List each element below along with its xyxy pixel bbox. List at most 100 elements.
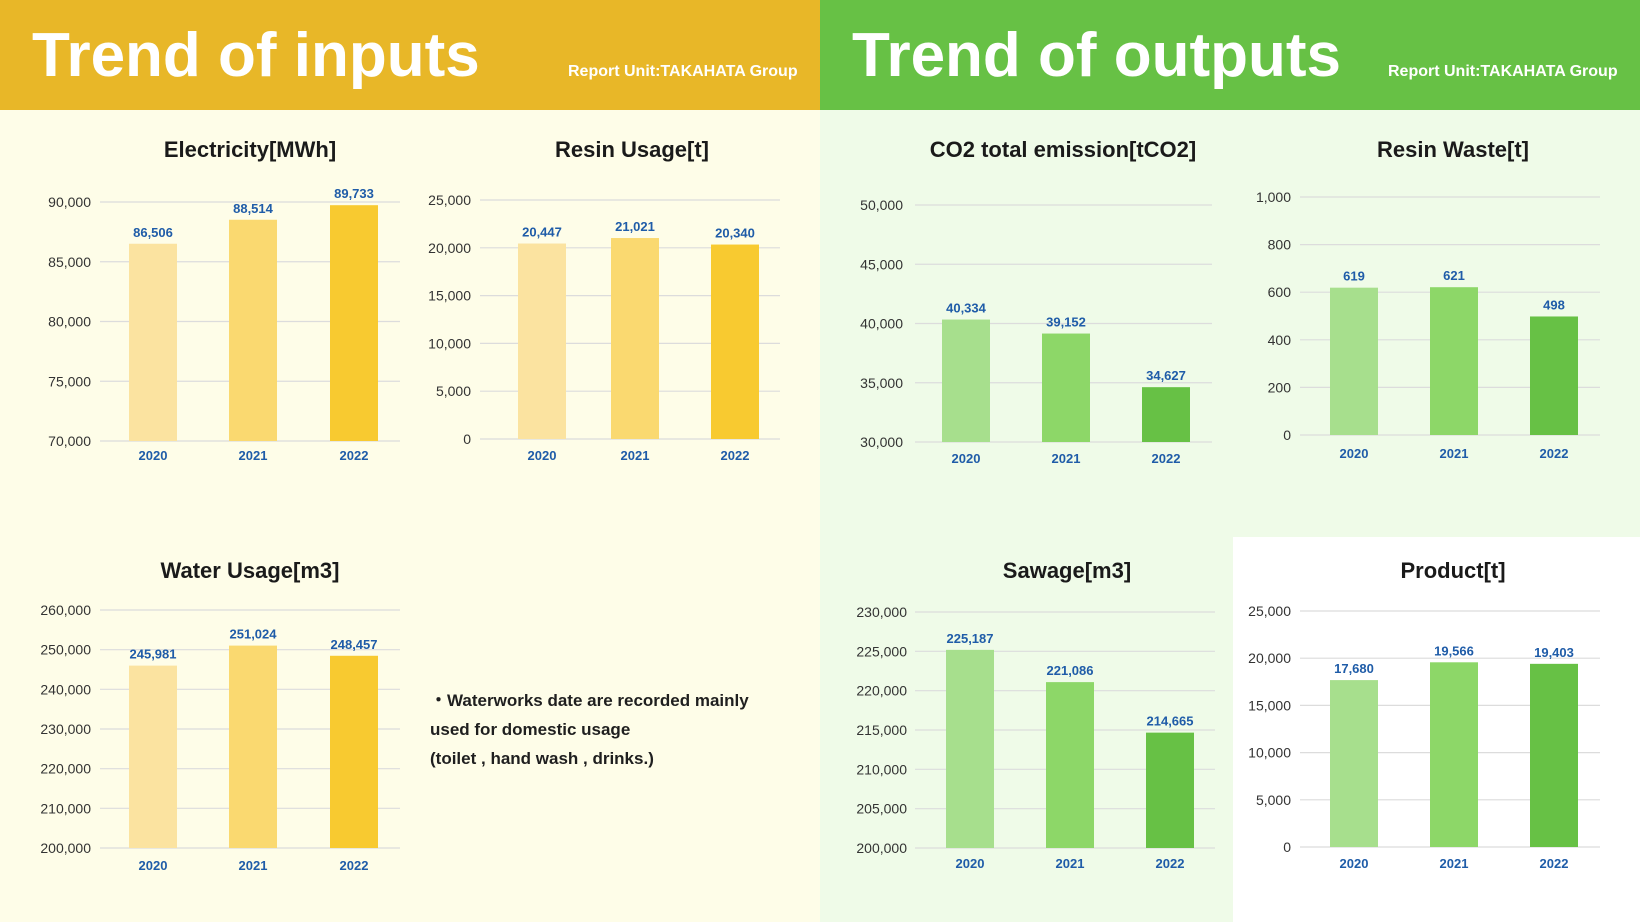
co2-emission-category-label: 2021 [1052, 451, 1081, 466]
electricity-title: Electricity[MWh] [164, 137, 336, 162]
resin-waste-category-label: 2021 [1440, 446, 1469, 461]
resin-usage-title: Resin Usage[t] [555, 137, 709, 162]
sewage-data-label: 221,086 [1047, 663, 1094, 678]
outputs-report-unit: Report Unit:TAKAHATA Group [1388, 63, 1618, 80]
resin-waste-bar-2021 [1430, 287, 1478, 435]
co2-emission-data-label: 40,334 [946, 301, 987, 316]
co2-emission-bar-2020 [942, 319, 990, 442]
product-data-label: 19,403 [1534, 645, 1574, 660]
product-category-label: 2022 [1540, 856, 1569, 871]
electricity-tick-label: 85,000 [48, 254, 91, 270]
resin-usage-tick-label: 5,000 [436, 383, 471, 399]
product-title: Product[t] [1400, 558, 1505, 583]
resin-waste-bar-2020 [1330, 287, 1378, 435]
water-usage-category-label: 2020 [139, 858, 168, 873]
electricity-tick-label: 90,000 [48, 194, 91, 210]
sewage-category-label: 2022 [1156, 856, 1185, 871]
resin-usage-tick-label: 25,000 [428, 192, 471, 208]
water-usage-tick-label: 210,000 [40, 800, 91, 816]
inputs-title: Trend of inputs [32, 21, 480, 90]
note-line-2: used for domestic usage [430, 720, 631, 739]
resin-waste-tick-label: 400 [1268, 332, 1292, 348]
sewage-data-label: 214,665 [1147, 714, 1194, 729]
sewage-tick-label: 220,000 [856, 683, 907, 699]
sewage-tick-label: 200,000 [856, 840, 907, 856]
resin-waste-tick-label: 0 [1283, 427, 1291, 443]
resin-usage-category-label: 2021 [621, 448, 650, 463]
sewage-tick-label: 210,000 [856, 761, 907, 777]
resin-waste-data-label: 498 [1543, 297, 1565, 312]
water-usage-tick-label: 230,000 [40, 721, 91, 737]
product-tick-label: 10,000 [1248, 745, 1291, 761]
note-line-3: (toilet , hand wash , drinks.) [430, 749, 654, 768]
product-tick-label: 20,000 [1248, 650, 1291, 666]
outputs-title: Trend of outputs [852, 21, 1342, 90]
sewage-tick-label: 205,000 [856, 801, 907, 817]
co2-emission-category-label: 2020 [952, 451, 981, 466]
sewage-bar-2022 [1146, 732, 1194, 848]
sewage-title: Sawage[m3] [1003, 558, 1131, 583]
note-line-1: ・Waterworks date are recorded mainly [430, 691, 749, 710]
co2-emission-bar-2021 [1042, 333, 1090, 442]
co2-emission-tick-label: 35,000 [860, 375, 903, 391]
resin-usage-category-label: 2022 [721, 448, 750, 463]
electricity-tick-label: 75,000 [48, 373, 91, 389]
resin-waste-data-label: 619 [1343, 269, 1365, 284]
product-tick-label: 25,000 [1248, 603, 1291, 619]
water-usage-data-label: 248,457 [331, 637, 378, 652]
water-usage-title: Water Usage[m3] [161, 558, 340, 583]
resin-waste-tick-label: 800 [1268, 237, 1292, 253]
resin-waste-tick-label: 200 [1268, 379, 1292, 395]
co2-emission-tick-label: 30,000 [860, 434, 903, 450]
sewage-tick-label: 230,000 [856, 604, 907, 620]
resin-usage-data-label: 20,340 [715, 226, 755, 241]
co2-emission-data-label: 34,627 [1146, 368, 1186, 383]
electricity-category-label: 2021 [239, 448, 268, 463]
resin-usage-data-label: 20,447 [522, 225, 562, 240]
inputs-report-unit: Report Unit:TAKAHATA Group [568, 63, 798, 80]
electricity-data-label: 89,733 [334, 186, 374, 201]
water-usage-data-label: 245,981 [130, 647, 177, 662]
electricity-data-label: 88,514 [233, 201, 274, 216]
co2-emission-tick-label: 45,000 [860, 256, 903, 272]
product-tick-label: 15,000 [1248, 697, 1291, 713]
resin-usage-tick-label: 20,000 [428, 240, 471, 256]
resin-waste-category-label: 2022 [1540, 446, 1569, 461]
water-usage-tick-label: 250,000 [40, 642, 91, 658]
electricity-tick-label: 70,000 [48, 433, 91, 449]
co2-emission-tick-label: 40,000 [860, 316, 903, 332]
product-data-label: 17,680 [1334, 661, 1374, 676]
electricity-bar-2021 [229, 219, 277, 441]
product-category-label: 2020 [1340, 856, 1369, 871]
co2-emission-title: CO2 total emission[tCO2] [930, 137, 1196, 162]
product-bar-2021 [1430, 662, 1478, 847]
product-bar-2020 [1330, 680, 1378, 847]
water-usage-bar-2022 [330, 655, 378, 848]
water-usage-data-label: 251,024 [230, 627, 278, 642]
resin-waste-bar-2022 [1530, 316, 1578, 435]
resin-usage-tick-label: 15,000 [428, 288, 471, 304]
sewage-data-label: 225,187 [947, 631, 994, 646]
electricity-category-label: 2020 [139, 448, 168, 463]
water-usage-tick-label: 200,000 [40, 840, 91, 856]
resin-usage-bar-2022 [711, 244, 759, 439]
sewage-category-label: 2020 [956, 856, 985, 871]
co2-emission-bar-2022 [1142, 387, 1190, 442]
electricity-bar-2022 [330, 205, 378, 441]
co2-emission-data-label: 39,152 [1046, 315, 1086, 330]
electricity-tick-label: 80,000 [48, 314, 91, 330]
sewage-bar-2020 [946, 649, 994, 848]
resin-usage-category-label: 2020 [528, 448, 557, 463]
water-usage-bar-2021 [229, 645, 277, 848]
inputs-header: Trend of inputs Report Unit:TAKAHATA Gro… [0, 0, 820, 110]
resin-usage-bar-2021 [611, 238, 659, 439]
resin-usage-tick-label: 10,000 [428, 335, 471, 351]
waterworks-note: ・Waterworks date are recorded mainly use… [430, 686, 790, 773]
product-tick-label: 0 [1283, 839, 1291, 855]
resin-waste-category-label: 2020 [1340, 446, 1369, 461]
product-tick-label: 5,000 [1256, 792, 1291, 808]
water-usage-tick-label: 260,000 [40, 602, 91, 618]
co2-emission-tick-label: 50,000 [860, 197, 903, 213]
sewage-tick-label: 215,000 [856, 722, 907, 738]
